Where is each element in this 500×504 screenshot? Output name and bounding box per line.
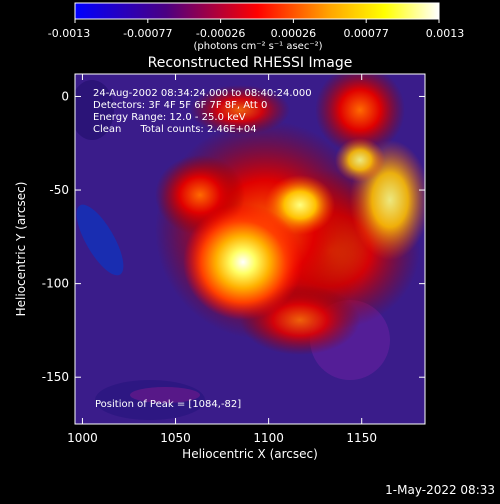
x-axis-tick-labels: 1000 1050 1100 1150 bbox=[67, 431, 377, 445]
colorbar-tick-label: -0.0013 bbox=[48, 27, 90, 40]
annotation-time-range: 24-Aug-2002 08:34:24.000 to 08:40:24.000 bbox=[93, 88, 312, 99]
y-tick-label: 0 bbox=[61, 89, 69, 103]
y-tick-label: -50 bbox=[49, 183, 69, 197]
y-tick-label: -100 bbox=[42, 277, 69, 291]
y-axis-ticks bbox=[75, 95, 425, 378]
annotation-clean-counts: Clean Total counts: 2.46E+04 bbox=[93, 124, 257, 135]
x-axis-ticks bbox=[81, 74, 363, 424]
x-tick-label: 1000 bbox=[67, 431, 98, 445]
annotation-energy-range: Energy Range: 12.0 - 25.0 keV bbox=[93, 112, 246, 123]
x-tick-label: 1150 bbox=[346, 431, 377, 445]
annotations: 24-Aug-2002 08:34:24.000 to 08:40:24.000… bbox=[93, 88, 312, 410]
colorbar-tick-label: -0.00026 bbox=[196, 27, 245, 40]
colorbar-tick-label: 0.00077 bbox=[343, 27, 389, 40]
colorbar-unit-label: (photons cm⁻² s⁻¹ asec⁻²) bbox=[193, 41, 322, 52]
x-tick-label: 1100 bbox=[253, 431, 284, 445]
chart-title: Reconstructed RHESSI Image bbox=[148, 55, 353, 71]
colorbar-tick-label: -0.00077 bbox=[123, 27, 172, 40]
x-axis-label: Heliocentric X (arcsec) bbox=[182, 447, 318, 461]
colorbar-tick-labels: -0.0013 -0.00077 -0.00026 0.00026 0.00077 0.0… bbox=[48, 27, 464, 40]
colorbar-gradient bbox=[74, 2, 440, 20]
plot-area: 1000 1050 1100 1150 0 -50 -100 -150 bbox=[42, 73, 426, 445]
heatmap-image bbox=[75, 74, 425, 424]
x-tick-label: 1050 bbox=[160, 431, 191, 445]
y-axis-tick-labels: 0 -50 -100 -150 bbox=[42, 89, 69, 384]
colorbar-ticks bbox=[74, 19, 440, 23]
colorbar-tick-label: 0.0013 bbox=[426, 27, 465, 40]
colorbar: -0.0013 -0.00077 -0.00026 0.00026 0.00077 0.0… bbox=[48, 2, 464, 52]
y-axis-label: Heliocentric Y (arcsec) bbox=[14, 182, 28, 317]
colorbar-tick-label: 0.00026 bbox=[271, 27, 317, 40]
footer-timestamp: 1-May-2022 08:33 bbox=[385, 483, 495, 497]
plot-frame bbox=[74, 73, 426, 425]
annotation-peak-position: Position of Peak = [1084,-82] bbox=[95, 399, 241, 410]
y-tick-label: -150 bbox=[42, 370, 69, 384]
annotation-detectors: Detectors: 3F 4F 5F 6F 7F 8F, Att 0 bbox=[93, 100, 267, 111]
